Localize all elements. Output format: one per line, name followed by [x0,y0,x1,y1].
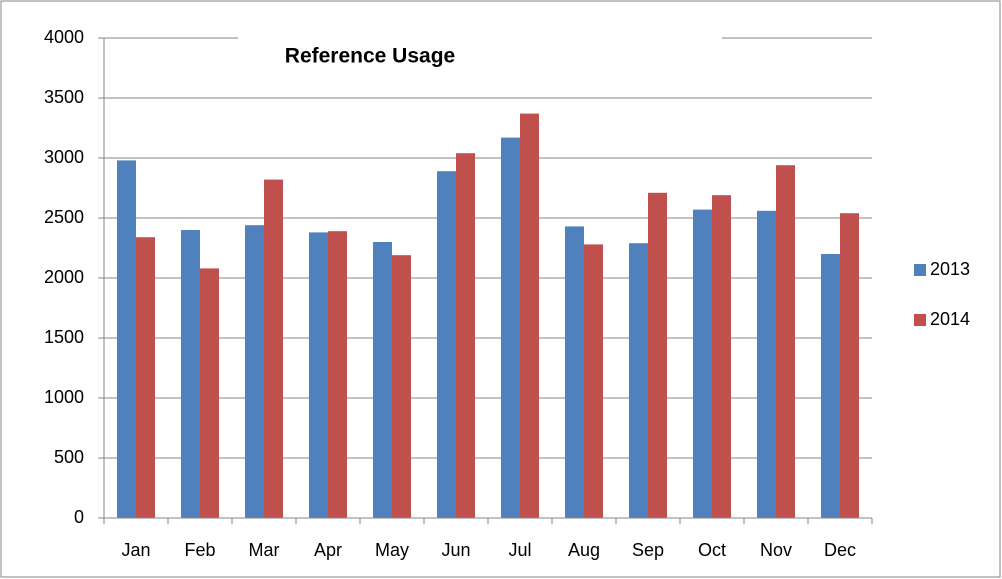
x-tick-label: May [375,540,409,560]
y-tick-label: 3000 [44,147,84,167]
bar [840,213,859,518]
x-tick-label: Feb [184,540,215,560]
y-tick-label: 1500 [44,327,84,347]
y-tick-label: 2000 [44,267,84,287]
bar [501,137,520,518]
legend: 2013 2014 [914,259,970,329]
bar [437,171,456,518]
x-tick-label: Apr [314,540,342,560]
bar [245,225,264,518]
x-tick-label: Mar [249,540,280,560]
legend-label: 2013 [930,259,970,279]
bar [565,226,584,518]
bar [136,237,155,518]
bar [309,232,328,518]
x-tick-label: Jul [508,540,531,560]
bar [648,192,667,519]
bar [200,268,219,518]
bar [373,242,392,518]
bars [117,113,859,519]
bar [392,255,411,518]
legend-swatch [914,264,926,276]
bar [181,230,200,518]
bar [712,195,731,518]
x-tick-label: Jan [121,540,150,560]
bar [821,254,840,518]
bar [520,113,539,518]
legend-label: 2014 [930,309,970,329]
x-tick-label: Dec [824,540,856,560]
bar [693,209,712,518]
y-tick-label: 3500 [44,87,84,107]
x-tick-label: Nov [760,540,792,560]
x-tick-label: Oct [698,540,726,560]
axes: 0 500 1000 1500 2000 2500 3000 3500 4000 Jan Feb Ma… [44,27,873,560]
y-tick-label: 4000 [44,27,84,47]
y-tick-label: 0 [74,507,84,527]
x-tick-label: Aug [568,540,600,560]
bar [456,153,475,518]
chart-title: Reference Usage [285,45,455,68]
y-tick-label: 2500 [44,207,84,227]
x-tick-label: Jun [441,540,470,560]
bar [328,231,347,518]
bar [264,179,283,518]
title-backdrop [238,30,722,82]
bar [757,210,776,519]
bar [629,243,648,518]
y-tick-label: 1000 [44,387,84,407]
bar [117,160,136,518]
x-tick-label: Sep [632,540,664,560]
legend-swatch [914,314,926,326]
y-tick-label: 500 [54,447,84,467]
bar [584,244,603,518]
bar [776,165,795,518]
